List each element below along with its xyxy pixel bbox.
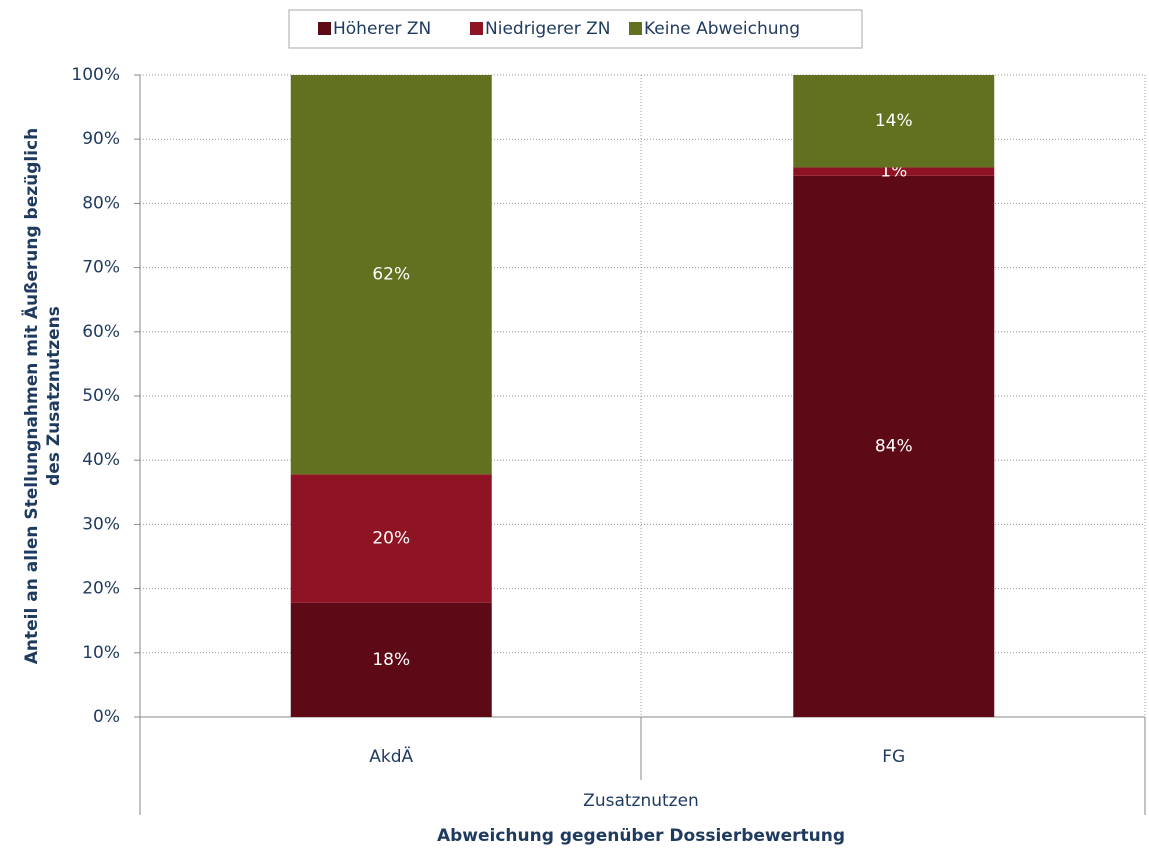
legend-swatch [318,22,331,35]
x-tick-label: FG [882,747,905,767]
y-tick-label: 0% [93,707,120,727]
x-axis-title: Abweichung gegenüber Dossierbewertung [437,826,845,846]
bar-segment [290,474,492,603]
legend-label: Keine Abweichung [644,19,800,39]
bar-segment [793,175,995,717]
y-axis-title: Anteil an allen Stellungnahmen mit Äußer… [20,128,64,665]
data-label: 84% [875,436,913,456]
data-label: 20% [372,529,410,549]
legend-swatch [629,22,642,35]
bar-segment [290,602,492,717]
y-tick-label: 50% [82,386,120,406]
y-axis-title-line: des Zusatznutzens [44,306,64,486]
bar-segment [793,75,995,168]
y-tick-label: 30% [82,514,120,534]
group-label: Zusatznutzen [583,791,699,811]
y-tick-label: 100% [71,65,120,85]
y-tick-label: 10% [82,643,120,663]
y-tick-label: 40% [82,450,120,470]
y-tick-label: 60% [82,322,120,342]
y-tick-label: 20% [82,579,120,599]
data-label: 18% [372,650,410,670]
y-axis-title-line: Anteil an allen Stellungnahmen mit Äußer… [20,128,42,665]
y-tick-label: 70% [82,258,120,278]
bar-segment [793,167,995,176]
legend-label: Niedrigerer ZN [485,19,610,39]
data-label: 14% [875,111,913,131]
legend-box [288,9,863,49]
x-tick-label: AkdÄ [369,746,413,767]
legend-label: Höherer ZN [333,19,431,39]
data-label: 62% [372,265,410,285]
bar-segment [290,75,492,475]
legend-swatch [470,22,483,35]
y-tick-label: 80% [82,193,120,213]
y-tick-label: 90% [82,129,120,149]
